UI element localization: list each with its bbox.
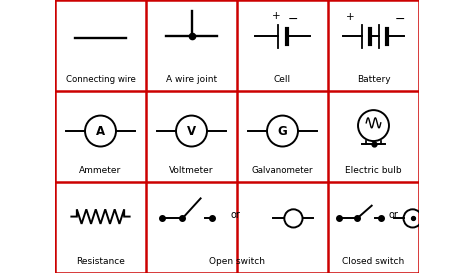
Text: Cell: Cell bbox=[274, 75, 291, 84]
Text: Electric bulb: Electric bulb bbox=[345, 166, 402, 175]
Text: −: − bbox=[395, 13, 405, 26]
Text: Voltmeter: Voltmeter bbox=[169, 166, 214, 175]
Text: or: or bbox=[230, 210, 240, 220]
Text: or: or bbox=[389, 210, 399, 220]
Text: A: A bbox=[96, 124, 105, 138]
Text: +: + bbox=[346, 12, 354, 22]
Text: A wire joint: A wire joint bbox=[166, 75, 217, 84]
Text: V: V bbox=[187, 124, 196, 138]
Text: Connecting wire: Connecting wire bbox=[65, 75, 136, 84]
Text: Resistance: Resistance bbox=[76, 257, 125, 266]
Text: Battery: Battery bbox=[357, 75, 390, 84]
Text: G: G bbox=[278, 124, 287, 138]
Text: Closed switch: Closed switch bbox=[342, 257, 405, 266]
Text: +: + bbox=[272, 11, 281, 21]
Text: Galvanometer: Galvanometer bbox=[252, 166, 313, 175]
Text: Ammeter: Ammeter bbox=[79, 166, 122, 175]
Text: Open switch: Open switch bbox=[209, 257, 265, 266]
Text: −: − bbox=[287, 13, 298, 25]
